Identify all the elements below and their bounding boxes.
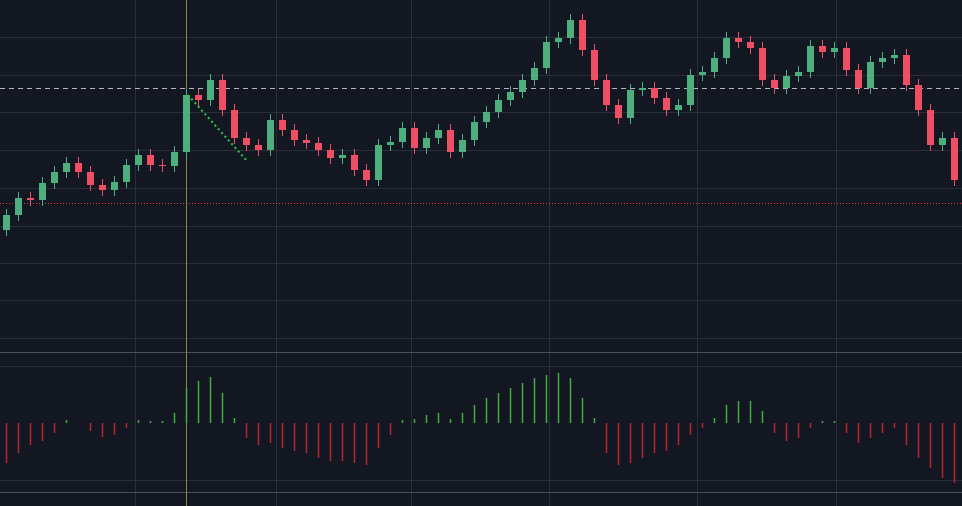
- candle-body: [171, 152, 178, 166]
- candle-body: [279, 120, 286, 130]
- candle-body: [411, 128, 418, 148]
- candle-body: [639, 88, 646, 90]
- candle-body: [579, 20, 586, 50]
- grid: [0, 37, 962, 339]
- candle-body: [339, 155, 346, 158]
- candle-body: [891, 55, 898, 58]
- candle-body: [663, 98, 670, 110]
- vertical-grid: [135, 0, 837, 506]
- candles: [3, 14, 958, 236]
- candle-body: [867, 62, 874, 88]
- histogram: [5, 373, 956, 483]
- candle-body: [495, 100, 502, 112]
- candle-body: [99, 185, 106, 190]
- candle-body: [795, 72, 802, 76]
- candle-body: [399, 128, 406, 142]
- candle-body: [699, 72, 706, 75]
- candle-body: [807, 46, 814, 72]
- candle-body: [675, 105, 682, 110]
- candle-body: [27, 198, 34, 200]
- candle-body: [243, 138, 250, 145]
- candle-body: [471, 122, 478, 140]
- candle-body: [363, 170, 370, 180]
- candle-body: [195, 95, 202, 100]
- candle-body: [231, 110, 238, 138]
- candle-body: [207, 80, 214, 100]
- candle-body: [627, 90, 634, 118]
- candle-body: [423, 138, 430, 148]
- candle-body: [531, 68, 538, 80]
- candle-body: [723, 38, 730, 58]
- reference-lines: [0, 88, 962, 204]
- candle-body: [759, 48, 766, 80]
- candle-body: [615, 105, 622, 118]
- candle-body: [711, 58, 718, 72]
- candle-body: [831, 48, 838, 52]
- candle-body: [63, 163, 70, 172]
- candle-body: [15, 198, 22, 215]
- candle-body: [87, 172, 94, 185]
- candle-body: [783, 76, 790, 88]
- candle-body: [183, 95, 190, 152]
- candle-body: [927, 110, 934, 145]
- candle-body: [351, 155, 358, 170]
- candle-body: [939, 138, 946, 145]
- candle-body: [555, 38, 562, 42]
- candle-body: [771, 80, 778, 88]
- candle-body: [75, 163, 82, 172]
- candle-body: [327, 150, 334, 158]
- candle-body: [315, 143, 322, 150]
- candle-body: [915, 85, 922, 110]
- candle-body: [591, 50, 598, 80]
- candle-body: [879, 58, 886, 62]
- candle-body: [459, 140, 466, 152]
- candle-body: [507, 92, 514, 100]
- candle-body: [159, 165, 166, 166]
- candle-body: [387, 142, 394, 145]
- candle-body: [111, 182, 118, 190]
- candle-body: [291, 130, 298, 140]
- candle-body: [903, 55, 910, 85]
- candle-body: [819, 46, 826, 52]
- candle-body: [519, 80, 526, 92]
- candle-body: [567, 20, 574, 38]
- candle-body: [3, 215, 10, 230]
- candle-body: [219, 80, 226, 110]
- candle-body: [651, 88, 658, 98]
- candle-body: [447, 130, 454, 152]
- candle-body: [543, 42, 550, 68]
- candle-body: [687, 75, 694, 105]
- candle-body: [255, 145, 262, 150]
- candle-body: [123, 165, 130, 182]
- candle-body: [267, 120, 274, 150]
- candle-body: [147, 155, 154, 165]
- candle-body: [375, 145, 382, 180]
- candle-body: [603, 80, 610, 105]
- candle-body: [39, 183, 46, 200]
- candle-body: [855, 70, 862, 88]
- candle-body: [51, 172, 58, 183]
- candle-body: [747, 42, 754, 48]
- candle-body: [735, 38, 742, 42]
- candle-body: [483, 112, 490, 122]
- candle-body: [135, 155, 142, 165]
- candle-body: [951, 138, 958, 180]
- candle-body: [843, 48, 850, 70]
- candle-body: [435, 130, 442, 138]
- candle-body: [303, 140, 310, 143]
